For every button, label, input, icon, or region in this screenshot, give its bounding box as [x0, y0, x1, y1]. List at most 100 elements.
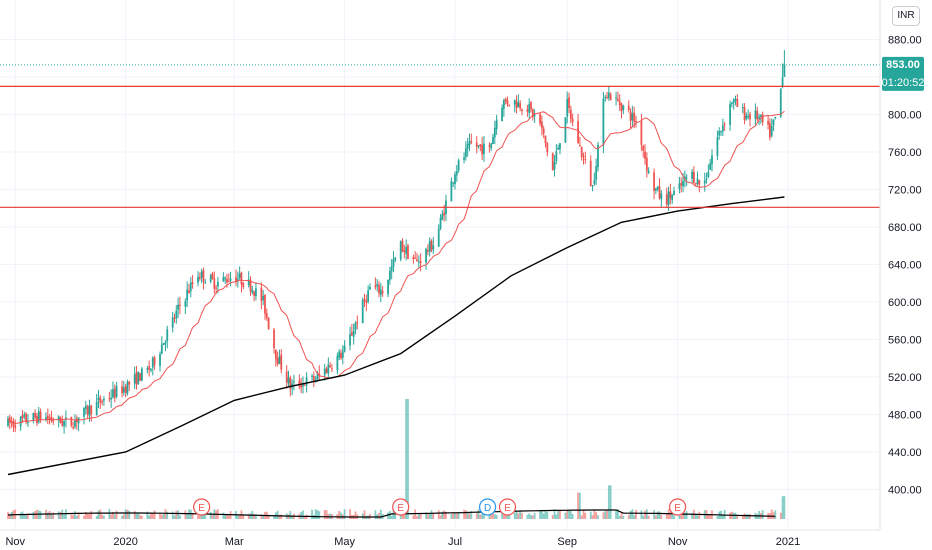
volume-bar — [291, 515, 294, 519]
candle-body — [479, 144, 482, 147]
volume-bar — [173, 515, 176, 519]
candle-body — [48, 418, 51, 420]
currency-badge[interactable]: INR — [892, 6, 920, 26]
volume-bar — [539, 510, 541, 519]
candle-body — [602, 98, 605, 146]
volume-bar — [492, 511, 494, 519]
volume-bar — [749, 514, 751, 519]
volume-bar — [390, 515, 393, 519]
candle-body — [267, 317, 270, 330]
volume-bar — [616, 509, 619, 519]
candle-body — [343, 345, 346, 352]
candle-body — [629, 111, 632, 121]
candle-body — [293, 381, 295, 383]
candle-body — [354, 323, 357, 331]
last-price-value: 853.00 — [886, 59, 920, 71]
volume-bar — [673, 515, 675, 519]
price-tick-label: 560.00 — [888, 335, 922, 347]
candle-body — [718, 131, 721, 136]
candle-body — [774, 116, 777, 119]
candle-body — [604, 96, 607, 98]
volume-bar — [606, 510, 608, 519]
volume-bar — [698, 511, 701, 519]
volume-bar — [198, 515, 201, 519]
volume-bar — [25, 515, 27, 519]
volume-bar — [779, 512, 782, 519]
volume-bar — [463, 509, 465, 519]
volume-bar — [723, 509, 726, 519]
volume-bar — [21, 511, 24, 519]
candle-body — [325, 368, 328, 373]
price-tick-label: 400.00 — [888, 485, 922, 497]
candle-body — [416, 259, 418, 262]
candle-body — [577, 121, 579, 144]
volume-bar — [495, 514, 498, 519]
volume-bar — [483, 511, 485, 519]
candle-body — [542, 128, 545, 134]
volume-bar — [645, 509, 648, 519]
volume-bar — [678, 513, 681, 519]
candle-body — [128, 381, 131, 385]
volume-bar — [582, 509, 585, 519]
volume-bar — [515, 510, 518, 519]
volume-bar — [84, 511, 87, 519]
candle-body — [734, 99, 737, 101]
volume-bar — [101, 514, 104, 519]
price-axis[interactable]: 880.00840.00800.00760.00720.00680.00640.… — [888, 35, 922, 497]
candle-body — [349, 334, 351, 346]
candle-body — [452, 182, 455, 184]
candle-body — [584, 159, 587, 161]
volume-bar — [571, 513, 574, 519]
price-tick-label: 480.00 — [888, 410, 922, 422]
volume-bar — [615, 510, 617, 519]
volume-bar — [454, 513, 456, 519]
candle-body — [204, 282, 207, 284]
volume-bar — [694, 513, 697, 519]
volume-bar — [654, 515, 657, 519]
candle-body — [318, 373, 321, 375]
candle-body — [761, 114, 764, 123]
volume-bar — [122, 514, 125, 519]
volume-bar — [189, 509, 192, 519]
volume-bar — [559, 510, 561, 519]
volume-bar — [671, 512, 674, 519]
volume-bar — [171, 511, 174, 519]
volume-bar — [533, 512, 536, 519]
candle-body — [508, 104, 511, 106]
candle-body — [569, 109, 572, 120]
volume-bar — [300, 511, 303, 519]
candle-body — [274, 349, 277, 360]
candle-body — [658, 186, 661, 199]
candle-body — [45, 417, 47, 420]
candle-body — [504, 98, 507, 102]
candle-body — [72, 427, 75, 429]
volume-bar — [629, 510, 632, 519]
candle-body — [240, 272, 243, 285]
candle-body — [327, 364, 330, 374]
volume-bar — [177, 510, 180, 519]
candle-body — [540, 121, 543, 129]
volume-bar — [593, 509, 596, 519]
volume-bar — [591, 515, 594, 519]
volume-bar — [450, 514, 453, 519]
volume-bar — [57, 511, 60, 519]
horizontal-levels[interactable] — [0, 85, 880, 208]
candle-body — [627, 105, 630, 111]
candle-body — [381, 291, 384, 294]
candle-body — [198, 277, 201, 279]
volume-bar — [665, 513, 668, 519]
event-marker-label: E — [674, 503, 681, 514]
volume-bar — [401, 513, 404, 519]
volume-bar — [175, 510, 178, 519]
volume-bar — [32, 512, 35, 519]
candle-body — [589, 160, 592, 186]
candle-body — [390, 266, 393, 272]
volume-bar — [580, 515, 583, 519]
candle-body — [412, 257, 415, 260]
volume-bar — [77, 512, 80, 519]
event-marker-label: D — [484, 503, 491, 514]
time-axis[interactable]: Nov 2020 Mar May Jul Sep Nov 2021 — [5, 536, 800, 548]
volume-bar — [618, 515, 621, 519]
